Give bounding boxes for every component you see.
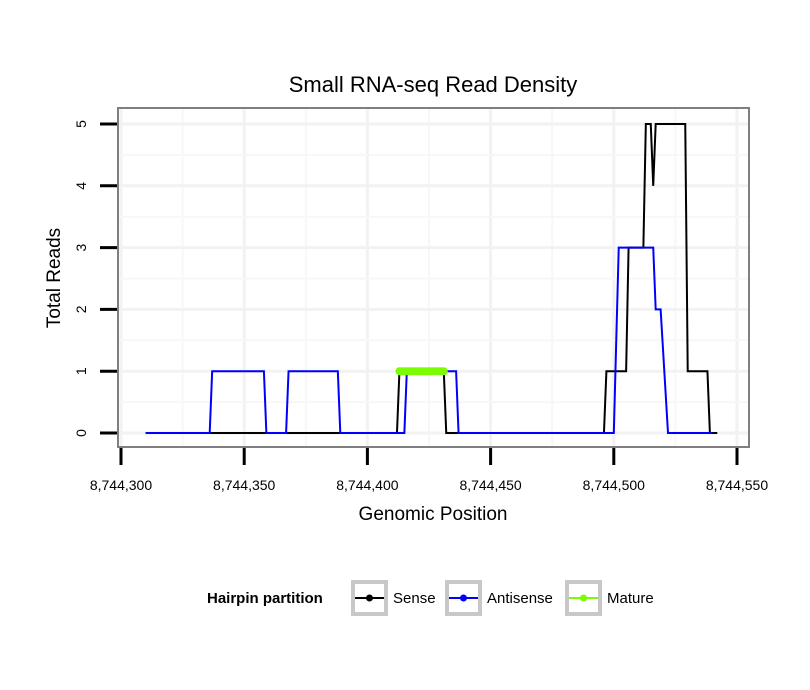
grid-lines	[118, 108, 749, 447]
y-tick-label: 4	[73, 182, 89, 190]
legend-key-dot	[580, 594, 587, 602]
legend-key-dot	[460, 594, 467, 602]
y-axis: 0 1 2 3 4 5	[73, 120, 117, 437]
y-tick-label: 5	[73, 120, 89, 128]
legend-key-dot	[366, 594, 373, 602]
series-layer	[145, 123, 718, 434]
chart-title: Small RNA-seq Read Density	[289, 72, 578, 97]
legend-label-mature: Mature	[607, 590, 654, 607]
y-tick-label: 2	[73, 305, 89, 313]
x-tick-label: 8,744,450	[459, 477, 521, 493]
y-tick-label: 3	[73, 243, 89, 251]
legend: Hairpin partition Sense Antisense Mature	[207, 580, 654, 616]
y-tick-label: 1	[73, 367, 89, 375]
legend-label-antisense: Antisense	[487, 590, 553, 607]
x-axis: 8,744,300 8,744,350 8,744,400 8,744,450 8,74…	[90, 448, 768, 493]
legend-label-sense: Sense	[393, 590, 436, 607]
x-axis-title: Genomic Position	[359, 504, 508, 525]
x-tick-label: 8,744,400	[336, 477, 398, 493]
x-tick-label: 8,744,350	[213, 477, 275, 493]
y-axis-title: Total Reads	[44, 228, 65, 328]
plot-panel-border	[117, 107, 750, 448]
x-tick-label: 8,744,300	[90, 477, 152, 493]
series-line-antisense	[145, 246, 713, 434]
y-tick-label: 0	[73, 429, 89, 437]
data-point-mature	[439, 367, 448, 376]
x-tick-label: 8,744,550	[706, 477, 768, 493]
x-tick-label: 8,744,500	[583, 477, 645, 493]
legend-title: Hairpin partition	[207, 590, 323, 607]
